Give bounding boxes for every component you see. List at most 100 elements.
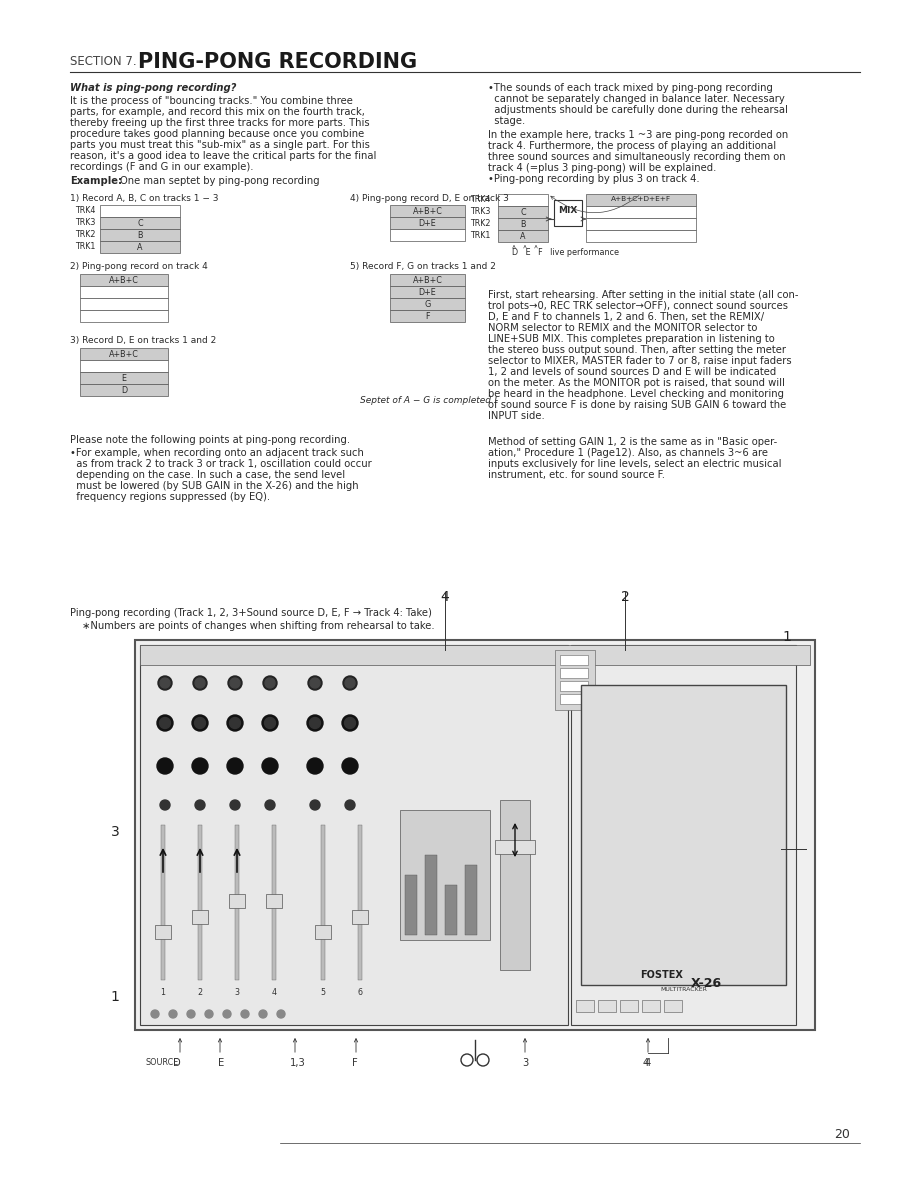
- Text: NORM selector to REMIX and the MONITOR selector to: NORM selector to REMIX and the MONITOR s…: [488, 323, 757, 333]
- Text: TRK4: TRK4: [470, 195, 490, 204]
- Text: MULTITRACKER: MULTITRACKER: [660, 987, 708, 992]
- Circle shape: [195, 800, 205, 810]
- Text: stage.: stage.: [488, 116, 525, 126]
- Text: reason, it's a good idea to leave the critical parts for the final: reason, it's a good idea to leave the cr…: [70, 151, 376, 162]
- Text: inputs exclusively for line levels, select an electric musical: inputs exclusively for line levels, sele…: [488, 459, 781, 469]
- Bar: [586, 206, 696, 219]
- Text: E: E: [218, 1059, 224, 1068]
- Bar: [390, 229, 465, 241]
- Circle shape: [259, 1010, 267, 1018]
- Circle shape: [227, 758, 243, 775]
- Circle shape: [157, 758, 173, 775]
- Bar: [155, 925, 171, 939]
- Bar: [80, 372, 168, 384]
- Bar: [140, 645, 810, 665]
- Text: 4: 4: [645, 1059, 651, 1068]
- Text: TRK1: TRK1: [470, 230, 490, 240]
- Bar: [586, 219, 696, 230]
- Text: F: F: [425, 312, 430, 321]
- Bar: [425, 855, 437, 935]
- Text: 2: 2: [197, 988, 203, 997]
- Circle shape: [308, 676, 322, 690]
- Text: SECTION 7.: SECTION 7.: [70, 55, 137, 68]
- Circle shape: [345, 678, 355, 688]
- Text: 1,3: 1,3: [290, 1059, 306, 1068]
- Bar: [140, 645, 568, 1025]
- Circle shape: [344, 718, 355, 728]
- Text: 3: 3: [522, 1059, 528, 1068]
- Text: A+B+C+D+E+F: A+B+C+D+E+F: [611, 196, 671, 202]
- Text: INPUT side.: INPUT side.: [488, 411, 544, 421]
- Circle shape: [227, 715, 243, 731]
- Circle shape: [195, 718, 206, 728]
- Circle shape: [265, 800, 275, 810]
- Circle shape: [310, 800, 320, 810]
- Text: 5) Record F, G on tracks 1 and 2: 5) Record F, G on tracks 1 and 2: [350, 263, 496, 271]
- Text: SOURCE: SOURCE: [145, 1059, 178, 1067]
- Bar: [390, 217, 465, 229]
- Circle shape: [192, 758, 208, 775]
- Text: 5: 5: [320, 988, 326, 997]
- Text: 4) Ping-pong record D, E on track 3: 4) Ping-pong record D, E on track 3: [350, 194, 509, 203]
- Text: ation," Procedure 1 (Page12). Also, as channels 3~6 are: ation," Procedure 1 (Page12). Also, as c…: [488, 448, 768, 459]
- Circle shape: [241, 1010, 249, 1018]
- Bar: [465, 865, 477, 935]
- Text: 3) Record D, E on tracks 1 and 2: 3) Record D, E on tracks 1 and 2: [70, 336, 217, 345]
- Circle shape: [262, 715, 278, 731]
- Circle shape: [187, 1010, 195, 1018]
- Bar: [498, 230, 548, 242]
- Bar: [272, 824, 276, 980]
- Text: One man septet by ping-pong recording: One man septet by ping-pong recording: [120, 176, 319, 187]
- Text: B: B: [138, 230, 143, 240]
- Text: B: B: [521, 220, 526, 229]
- Bar: [390, 206, 465, 217]
- Bar: [235, 824, 239, 980]
- Text: •The sounds of each track mixed by ping-pong recording: •The sounds of each track mixed by ping-…: [488, 83, 773, 93]
- Bar: [445, 885, 457, 935]
- Text: Septet of A − G is completed !: Septet of A − G is completed !: [360, 396, 498, 405]
- Circle shape: [264, 718, 275, 728]
- Text: three sound sources and simultaneously recording them on: three sound sources and simultaneously r…: [488, 152, 786, 162]
- Text: the stereo buss output sound. Then, after setting the meter: the stereo buss output sound. Then, afte…: [488, 345, 786, 355]
- Bar: [315, 925, 331, 939]
- Bar: [198, 824, 202, 980]
- Text: depending on the case. In such a case, the send level: depending on the case. In such a case, t…: [70, 470, 345, 480]
- Bar: [560, 681, 588, 691]
- Text: parts, for example, and record this mix on the fourth track,: parts, for example, and record this mix …: [70, 107, 364, 116]
- Circle shape: [263, 676, 277, 690]
- Bar: [498, 206, 548, 219]
- Circle shape: [342, 758, 358, 775]
- Text: A+B+C: A+B+C: [412, 276, 442, 285]
- Bar: [571, 645, 797, 1025]
- Bar: [80, 274, 168, 286]
- Circle shape: [265, 678, 275, 688]
- Text: 1) Record A, B, C on tracks 1 − 3: 1) Record A, B, C on tracks 1 − 3: [70, 194, 218, 203]
- Text: 20: 20: [834, 1127, 850, 1140]
- Text: TRK2: TRK2: [75, 230, 95, 239]
- Circle shape: [160, 678, 170, 688]
- Text: cannot be separately changed in balance later. Necessary: cannot be separately changed in balance …: [488, 94, 785, 105]
- Text: C: C: [137, 219, 143, 228]
- Text: D, E and F to channels 1, 2 and 6. Then, set the REMIX/: D, E and F to channels 1, 2 and 6. Then,…: [488, 312, 764, 322]
- Circle shape: [277, 1010, 285, 1018]
- Circle shape: [193, 676, 207, 690]
- Bar: [643, 1000, 660, 1012]
- Text: selector to MIXER, MASTER fader to 7 or 8, raise input faders: selector to MIXER, MASTER fader to 7 or …: [488, 356, 791, 366]
- Text: Example:: Example:: [70, 176, 122, 187]
- Text: Method of setting GAIN 1, 2 is the same as in "Basic oper-: Method of setting GAIN 1, 2 is the same …: [488, 437, 778, 447]
- Bar: [80, 310, 168, 322]
- Text: What is ping-pong recording?: What is ping-pong recording?: [70, 83, 236, 93]
- Circle shape: [343, 676, 357, 690]
- Text: 1: 1: [110, 990, 119, 1004]
- Bar: [577, 1000, 594, 1012]
- Text: of sound source F is done by raising SUB GAIN 6 toward the: of sound source F is done by raising SUB…: [488, 400, 786, 410]
- Bar: [405, 876, 417, 935]
- Text: First, start rehearsing. After setting in the initial state (all con-: First, start rehearsing. After setting i…: [488, 290, 799, 301]
- Text: A+B+C: A+B+C: [109, 350, 139, 359]
- Circle shape: [310, 678, 320, 688]
- Text: A: A: [138, 244, 143, 252]
- Circle shape: [192, 715, 208, 731]
- Circle shape: [169, 1010, 177, 1018]
- Circle shape: [205, 1010, 213, 1018]
- Circle shape: [230, 800, 240, 810]
